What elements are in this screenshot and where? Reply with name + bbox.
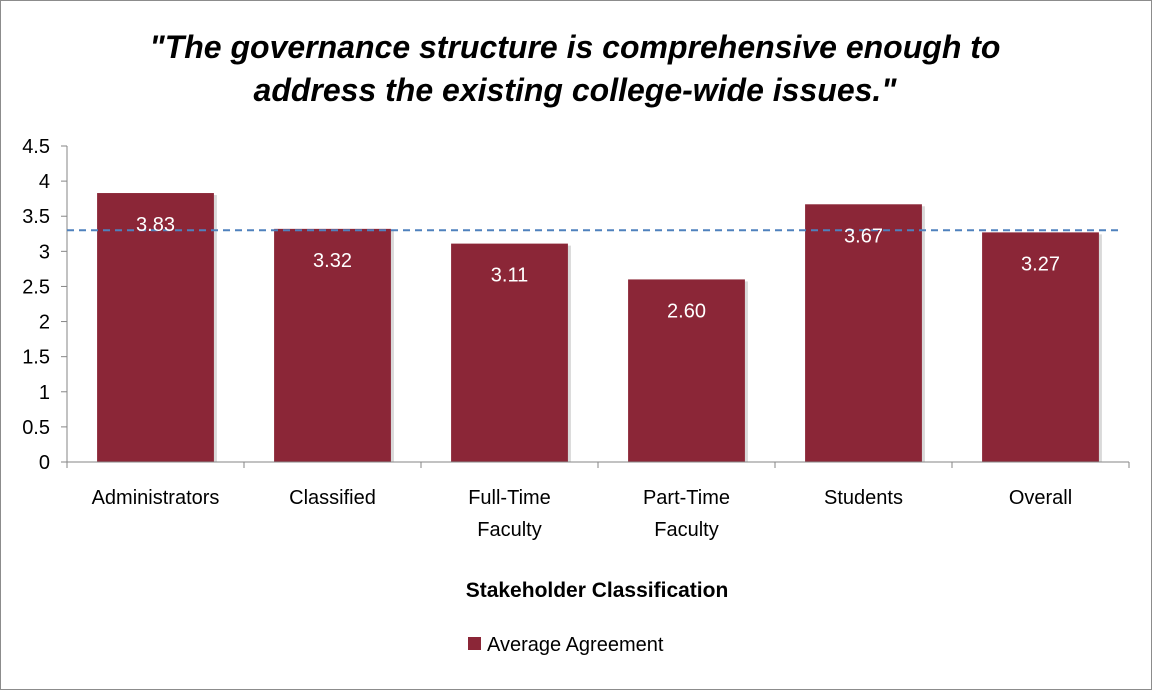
data-label: 3.83	[136, 214, 175, 236]
data-label: 3.67	[844, 225, 883, 247]
data-label: 3.27	[1021, 253, 1060, 275]
y-tick-label: 0	[39, 452, 50, 474]
y-tick-label: 2.5	[22, 276, 50, 298]
category-label: Full-Time	[468, 487, 551, 509]
bar-5	[982, 232, 1099, 462]
legend-label: Average Agreement	[487, 634, 664, 656]
y-tick-label: 3	[39, 241, 50, 263]
category-label: Faculty	[654, 519, 718, 541]
chart-title-line-2: address the existing college-wide issues…	[254, 72, 898, 108]
chart-title-line-1: "The governance structure is comprehensi…	[150, 29, 1001, 65]
y-tick-label: 4	[39, 171, 50, 193]
data-label: 2.60	[667, 300, 706, 322]
y-tick-label: 4.5	[22, 136, 50, 158]
bar-2	[451, 243, 568, 462]
x-axis: Administrators Classified Full-Time Faculty…	[66, 461, 1130, 541]
legend: Average Agreement	[468, 634, 664, 656]
y-tick-label: 1	[39, 382, 50, 404]
category-label: Administrators	[92, 487, 220, 509]
category-label: Faculty	[477, 519, 541, 541]
bar-3	[628, 279, 745, 462]
data-label: 3.11	[491, 265, 528, 287]
y-axis: 0 0.5 1 1.5 2 2.5 3 3.5 4 4.5	[22, 136, 68, 474]
category-label: Part-Time	[643, 487, 730, 509]
y-tick-label: 1.5	[22, 347, 50, 369]
y-tick-label: 3.5	[22, 206, 50, 228]
y-tick-label: 2	[39, 312, 50, 334]
bar-1	[274, 228, 391, 462]
bars	[97, 193, 1102, 463]
bar-0	[97, 193, 214, 462]
y-tick-label: 0.5	[22, 417, 50, 439]
data-labels: 3.83 3.32 3.11 2.60 3.67 3.27	[136, 214, 1060, 322]
legend-swatch	[468, 637, 481, 650]
bar-4	[805, 204, 922, 463]
category-label: Students	[824, 487, 903, 509]
category-label: Classified	[289, 487, 376, 509]
data-label: 3.32	[313, 250, 352, 272]
category-label: Overall	[1009, 487, 1072, 509]
x-axis-title: Stakeholder Classification	[466, 579, 729, 602]
